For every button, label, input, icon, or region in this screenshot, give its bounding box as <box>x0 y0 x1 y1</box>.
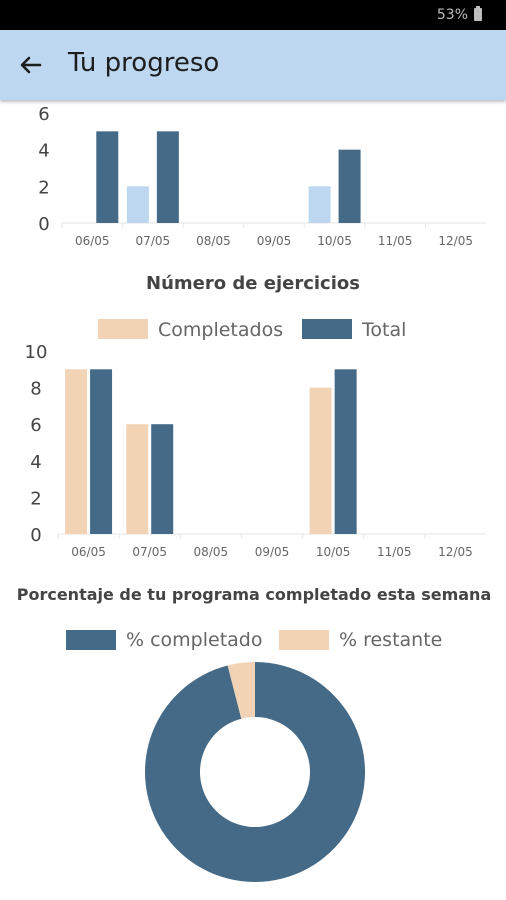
y-tick-label: 0 <box>30 525 41 546</box>
progress-content[interactable]: 0 2 4 6 06/05 07/05 08/05 09/05 10/05 11/05 12/05 N… <box>0 100 506 900</box>
bar-total <box>334 369 357 534</box>
arrow-left-icon <box>20 56 42 74</box>
x-tick-label: 09/05 <box>255 545 290 559</box>
bar-completados <box>65 369 88 534</box>
bar-series-1 <box>96 131 119 223</box>
bar-total <box>151 424 174 534</box>
bar-series-1 <box>338 149 361 223</box>
y-tick-label: 6 <box>30 415 41 436</box>
y-tick-label: 8 <box>30 379 41 400</box>
chart-title-ejercicios: Número de ejercicios <box>146 273 360 294</box>
bar-completados <box>126 424 149 534</box>
bar-series-0 <box>126 186 149 223</box>
y-tick-label: 6 <box>38 104 49 125</box>
x-tick-label: 12/05 <box>438 545 473 559</box>
x-tick-label: 08/05 <box>194 545 229 559</box>
y-tick-label: 4 <box>38 141 49 162</box>
x-tick-label: 11/05 <box>377 545 412 559</box>
x-tick-label: 06/05 <box>75 234 110 248</box>
x-tick-label: 06/05 <box>71 545 106 559</box>
x-tick-label: 10/05 <box>316 545 351 559</box>
legend-label-total: Total <box>361 319 406 341</box>
legend-swatch-restante <box>279 630 329 650</box>
status-bar: 53% <box>0 0 506 30</box>
bar-total <box>90 369 113 534</box>
legend-swatch-completados <box>98 319 148 339</box>
bar-series-1 <box>156 131 179 223</box>
page-title: Tu progreso <box>68 48 220 78</box>
x-tick-label: 08/05 <box>196 234 231 248</box>
donut-slice-restante <box>227 662 255 719</box>
battery-percentage: 53% <box>436 7 468 23</box>
x-tick-label: 10/05 <box>317 234 352 248</box>
x-tick-label: 11/05 <box>378 234 413 248</box>
bar-completados <box>309 387 332 534</box>
x-tick-label: 07/05 <box>132 545 167 559</box>
chart-title-porcentaje: Porcentaje de tu programa completado est… <box>17 585 492 604</box>
legend-label-restante: % restante <box>339 629 442 651</box>
legend-label-completados: Completados <box>158 319 283 341</box>
y-tick-label: 4 <box>30 452 41 473</box>
legend-label-completado: % completado <box>126 629 262 651</box>
back-button[interactable] <box>14 50 46 80</box>
app-bar: Tu progreso <box>0 30 506 100</box>
battery-icon <box>474 6 482 21</box>
y-tick-label: 0 <box>38 214 49 235</box>
x-tick-label: 07/05 <box>136 234 171 248</box>
bar-series-0 <box>308 186 331 223</box>
charts-canvas: 0 2 4 6 06/05 07/05 08/05 09/05 10/05 11/05 12/05 N… <box>17 104 492 883</box>
y-tick-label: 2 <box>30 488 41 509</box>
y-tick-label: 2 <box>38 177 49 198</box>
y-tick-label: 10 <box>25 342 48 363</box>
legend-swatch-total <box>302 319 352 339</box>
x-tick-label: 09/05 <box>257 234 292 248</box>
donut-slice-completado <box>145 662 365 883</box>
legend-swatch-completado <box>66 630 116 650</box>
x-tick-label: 12/05 <box>438 234 473 248</box>
